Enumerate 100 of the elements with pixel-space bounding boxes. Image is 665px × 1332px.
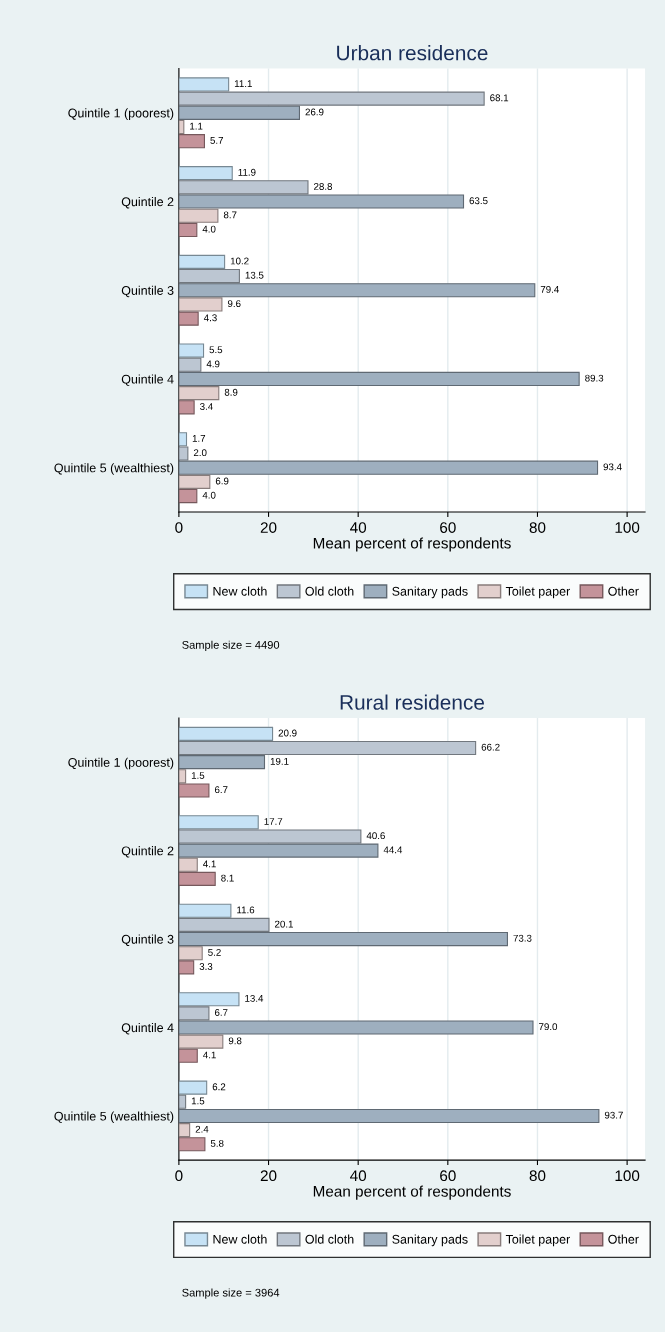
data-label: 6.7 xyxy=(214,786,228,794)
bar xyxy=(178,77,230,92)
bar xyxy=(178,119,185,135)
bar xyxy=(178,769,187,784)
bar xyxy=(178,311,199,326)
bar xyxy=(178,371,580,387)
y-tick-label: Quintile 3 xyxy=(121,285,174,298)
bar xyxy=(178,946,203,961)
data-label: 9.8 xyxy=(228,1037,242,1045)
legend-label: New cloth xyxy=(213,586,267,596)
text: Sample size = 4490 xyxy=(182,640,280,652)
data-label: 4.0 xyxy=(202,225,216,233)
data-label: 11.1 xyxy=(234,80,252,87)
bar xyxy=(178,1123,191,1138)
data-label: 9.6 xyxy=(227,300,241,308)
x-tick-label: 20 xyxy=(260,522,277,533)
legend-label: Other xyxy=(608,1234,639,1244)
bar xyxy=(178,400,195,415)
data-label: 2.0 xyxy=(193,449,207,457)
bar xyxy=(178,1048,198,1063)
bar xyxy=(178,194,465,209)
data-label: 2.4 xyxy=(195,1125,209,1133)
data-label: 79.4 xyxy=(540,285,559,293)
data-label: 5.8 xyxy=(210,1139,224,1147)
data-label: 8.7 xyxy=(223,211,237,219)
data-label: 4.3 xyxy=(203,314,217,322)
chart-title: Rural residence xyxy=(340,694,484,710)
data-label: 11.9 xyxy=(238,168,256,176)
x-tick-label: 100 xyxy=(615,522,640,533)
bar xyxy=(178,783,210,798)
data-label: 6.2 xyxy=(212,1083,226,1091)
x-tick-label: 80 xyxy=(529,1170,546,1182)
data-label: 3.4 xyxy=(200,403,213,410)
y-tick-label: Quintile 2 xyxy=(121,197,174,209)
data-label: 8.1 xyxy=(221,874,234,882)
bar xyxy=(178,1080,208,1095)
y-tick-label: Quintile 5 (wealthiest) xyxy=(54,463,174,475)
data-label: 40.6 xyxy=(366,832,385,840)
bar xyxy=(178,297,223,312)
bar xyxy=(178,446,189,461)
bar xyxy=(178,992,240,1007)
bar xyxy=(178,357,202,372)
data-label: 79.0 xyxy=(539,1023,558,1031)
data-label: 1.7 xyxy=(192,435,206,442)
bar xyxy=(178,726,274,741)
x-tick-label: 60 xyxy=(440,1170,456,1182)
x-axis-title: Mean percent of respondents xyxy=(313,537,511,552)
bar xyxy=(178,1020,534,1035)
x-tick-label: 40 xyxy=(350,1170,367,1182)
data-label: 93.4 xyxy=(603,463,622,471)
bar xyxy=(178,488,198,504)
y-tick-label: Quintile 3 xyxy=(121,934,174,946)
data-label: 28.8 xyxy=(314,183,333,190)
y-tick-label: Quintile 2 xyxy=(121,846,174,858)
y-tick-label: Quintile 4 xyxy=(121,374,174,386)
x-tick-label: 80 xyxy=(529,522,546,533)
bar xyxy=(178,208,219,223)
data-label: 11.6 xyxy=(237,906,255,914)
bar xyxy=(178,386,220,401)
data-label: 1.1 xyxy=(190,122,203,130)
data-label: 13.5 xyxy=(245,271,264,279)
text: Sample size = 3964 xyxy=(182,1288,280,1299)
data-label: 68.1 xyxy=(490,94,509,102)
bar xyxy=(178,960,195,975)
bar xyxy=(178,871,216,886)
chart-title: Urban residence xyxy=(337,45,488,61)
data-label: 13.4 xyxy=(245,994,264,1002)
data-label: 6.7 xyxy=(214,1009,228,1016)
bar xyxy=(178,815,259,830)
legend-label: Old cloth xyxy=(305,1234,354,1244)
x-tick-label: 60 xyxy=(440,522,456,533)
data-label: 4.1 xyxy=(203,860,216,868)
bar xyxy=(178,1108,600,1124)
bar xyxy=(178,755,266,770)
y-tick-label: Quintile 1 (poorest) xyxy=(68,108,174,120)
x-tick-label: 0 xyxy=(175,522,183,533)
bar xyxy=(178,254,226,269)
x-tick-label: 0 xyxy=(175,1170,183,1182)
bar xyxy=(178,283,536,298)
data-label: 26.9 xyxy=(305,108,324,116)
data-label: 8.9 xyxy=(224,388,238,396)
data-label: 5.7 xyxy=(210,137,224,144)
bar xyxy=(178,460,599,475)
x-tick-label: 40 xyxy=(350,522,367,533)
data-label: 20.1 xyxy=(275,920,293,928)
data-label: 19.1 xyxy=(270,757,289,765)
legend-label: New cloth xyxy=(213,1234,267,1244)
data-label: 20.9 xyxy=(278,729,297,737)
bar xyxy=(178,134,205,149)
legend-label: Sanitary pads xyxy=(392,586,468,599)
legend-label: Old cloth xyxy=(305,586,354,596)
bar xyxy=(178,474,211,489)
bar xyxy=(178,740,477,756)
bar xyxy=(178,432,188,447)
legend-label: Other xyxy=(608,586,639,596)
data-label: 5.2 xyxy=(208,948,221,956)
bar xyxy=(178,931,508,947)
x-axis-title: Mean percent of respondents xyxy=(313,1185,511,1200)
data-label: 93.7 xyxy=(604,1111,623,1119)
y-tick-label: Quintile 1 (poorest) xyxy=(68,757,174,770)
